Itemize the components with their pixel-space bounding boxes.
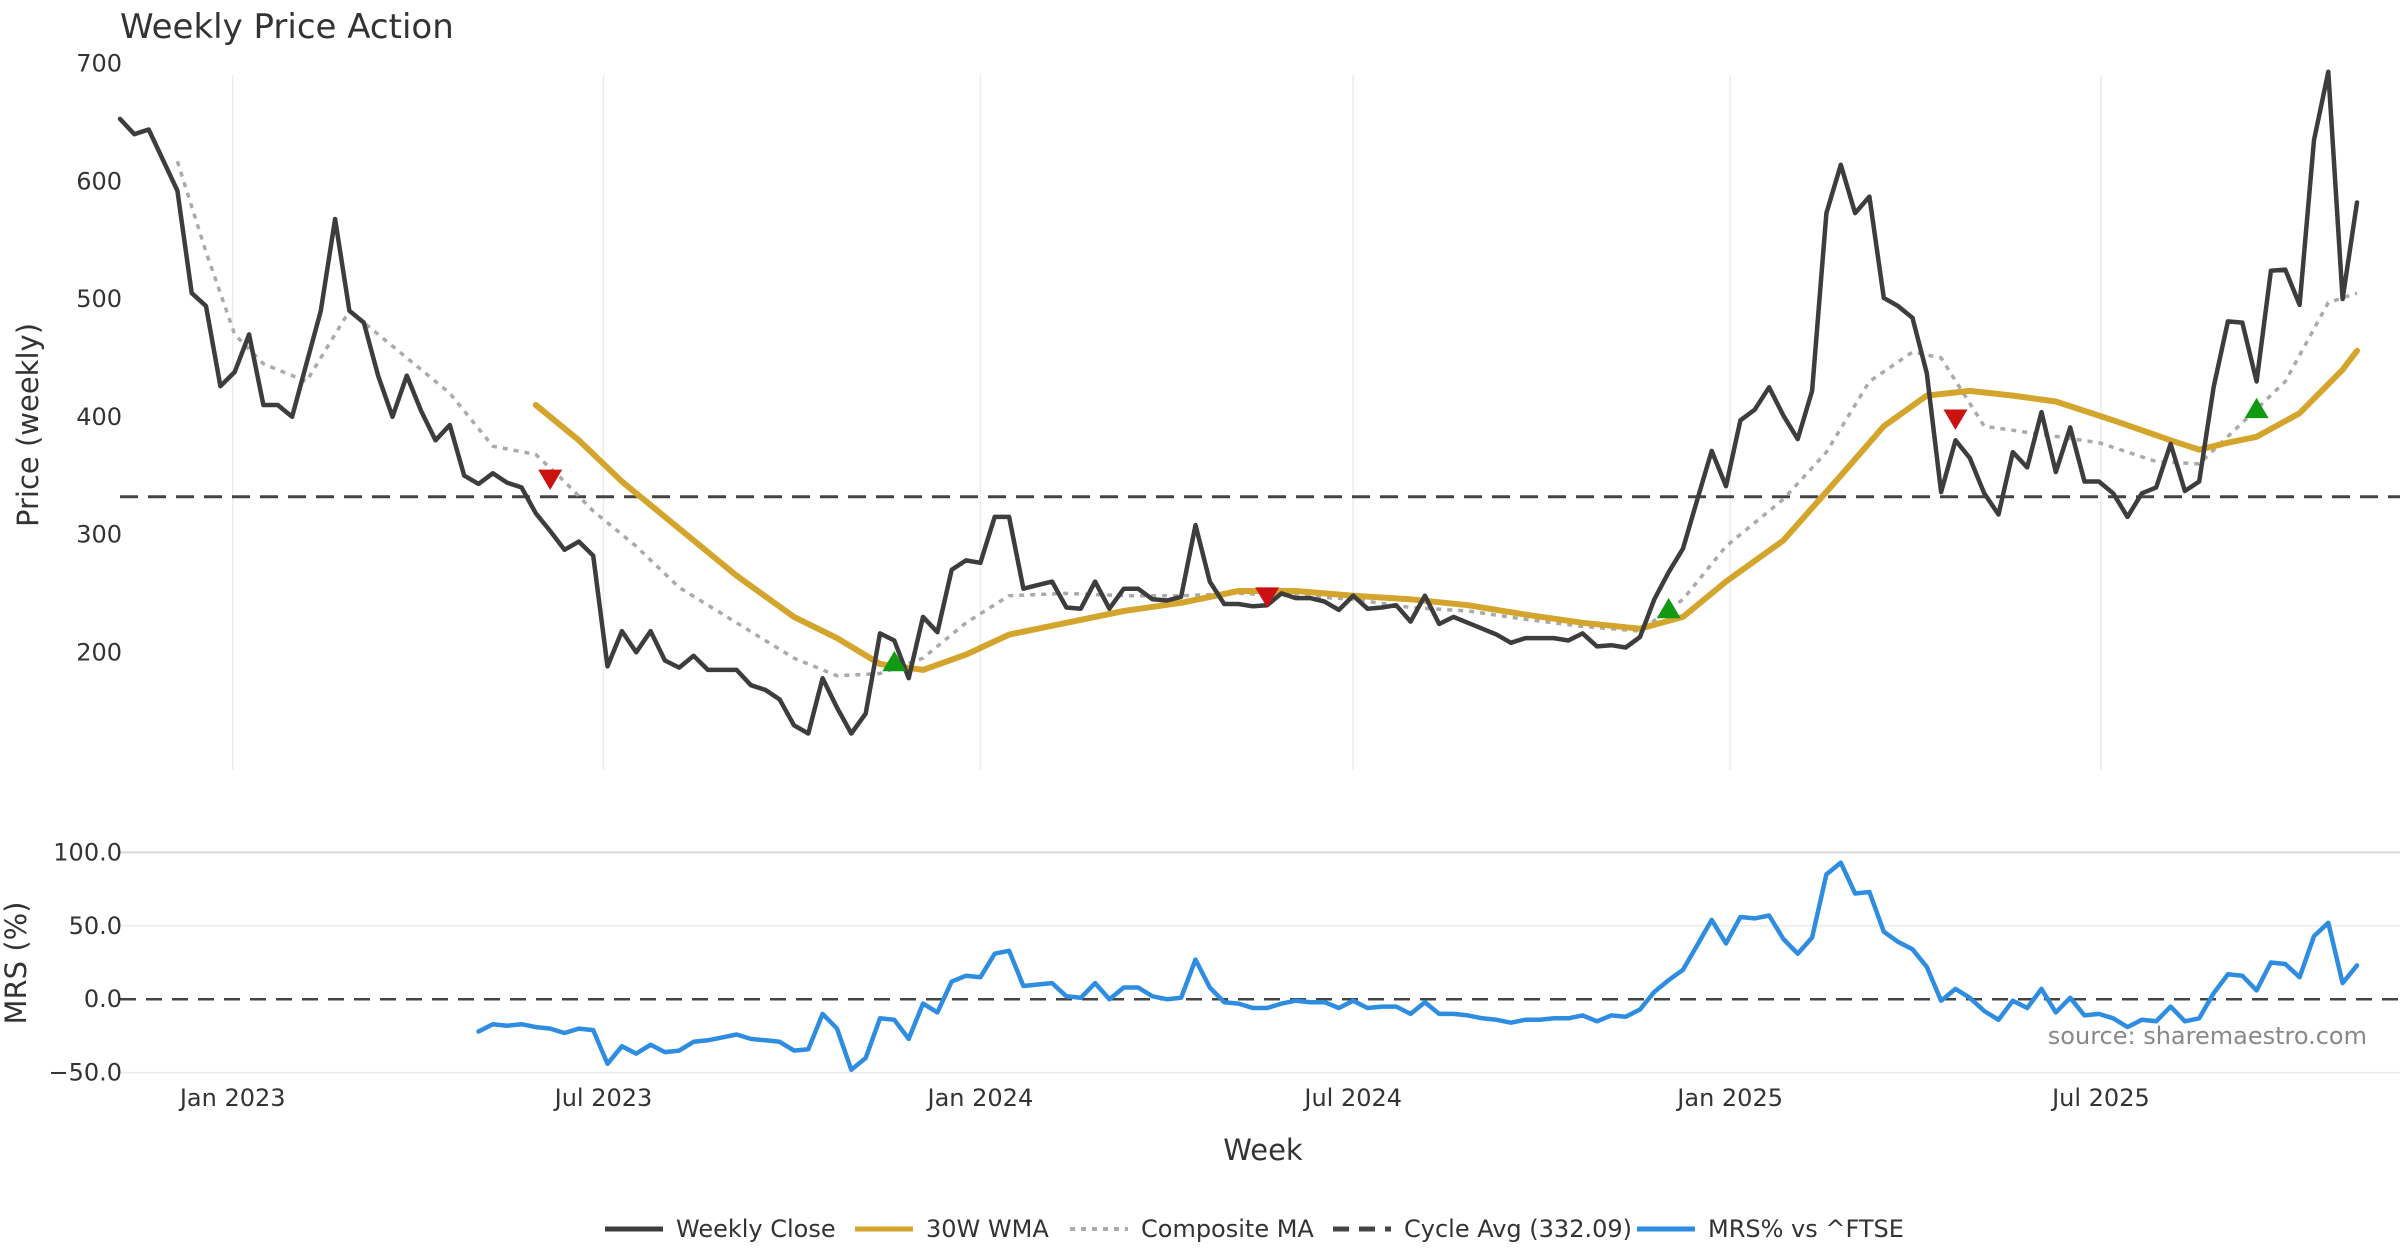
reference-lines: [120, 495, 2400, 1001]
price-y-tick: 300: [76, 521, 122, 549]
buy-signal-marker: [882, 650, 907, 672]
price-y-tick: 200: [76, 638, 122, 666]
mrs-y-tick: 100.0: [53, 838, 122, 866]
price-y-tick: 600: [76, 167, 122, 195]
sell-signal-marker: [1943, 409, 1968, 430]
legend-label: Cycle Avg (332.09): [1404, 1215, 1632, 1243]
source-text: source: sharemaestro.com: [2048, 1022, 2367, 1050]
buy-signal-marker: [1656, 597, 1681, 619]
grid: [120, 75, 2400, 1074]
price-axis-label: Price (weekly): [11, 323, 45, 527]
x-tick-label: Jan 2024: [926, 1084, 1034, 1112]
mrs-y-tick: 50.0: [69, 912, 122, 940]
legend-label: Weekly Close: [676, 1215, 836, 1243]
sell-signal-marker: [1255, 587, 1280, 608]
legend-label: Composite MA: [1141, 1215, 1314, 1243]
chart-title: Weekly Price Action: [120, 7, 454, 47]
x-tick-label: Jan 2025: [1675, 1084, 1783, 1112]
series-mrs-vs-ftse: [476, 860, 2360, 1072]
series-30w-wma: [532, 347, 2360, 673]
legend: Weekly Close 30W WMA Composite MA Cycle Avg…: [605, 1215, 1904, 1243]
x-tick-label: Jul 2024: [1302, 1084, 1402, 1112]
buy-signal-marker: [2244, 397, 2269, 419]
price-y-tick: 700: [76, 50, 122, 78]
legend-label: 30W WMA: [926, 1215, 1049, 1243]
mrs-axis-label: MRS (%): [0, 902, 33, 1025]
price-y-tick: 400: [76, 403, 122, 431]
x-tick-label: Jan 2023: [178, 1084, 286, 1112]
mrs-y-tick: 0.0: [84, 985, 122, 1013]
legend-label: MRS% vs ^FTSE: [1708, 1215, 1904, 1243]
signal-markers: [538, 397, 2269, 672]
x-tick-label: Jul 2023: [553, 1084, 653, 1112]
mrs-y-tick: −50.0: [48, 1059, 122, 1087]
x-axis-label: Week: [1223, 1133, 1303, 1167]
series-weekly-close: [117, 69, 2360, 736]
series: [117, 69, 2360, 1072]
x-tick-label: Jul 2025: [2050, 1084, 2150, 1112]
sell-signal-marker: [538, 469, 563, 490]
price-y-tick: 500: [76, 285, 122, 313]
axes: 200 300 400 500 600 700 −50.0 0.0 50.0 100.0 Jan 2…: [48, 50, 2149, 1112]
